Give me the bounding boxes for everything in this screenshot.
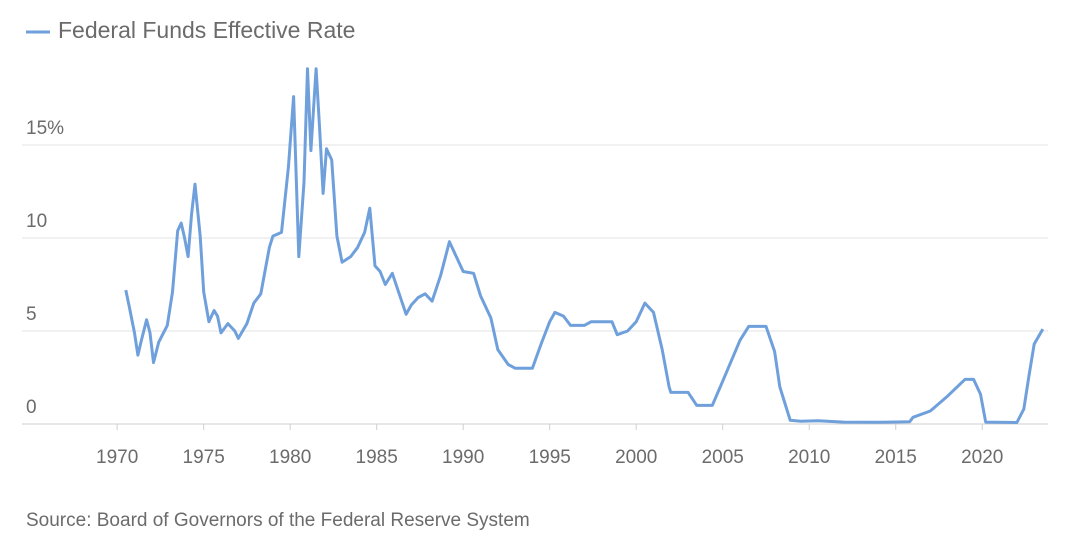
x-tick-label: 2020 [961,447,1003,468]
x-tick-label: 2010 [788,447,830,468]
x-tick-label: 1970 [96,447,138,468]
y-tick-label: 10 [26,211,47,232]
source-note: Source: Board of Governors of the Federa… [26,510,530,531]
x-tick-label: 1980 [269,447,311,468]
legend-label: Federal Funds Effective Rate [58,17,355,43]
y-tick-label: 0 [26,397,37,418]
x-tick-label: 2005 [702,447,744,468]
x-tick-label: 2000 [615,447,657,468]
x-tick-label: 2015 [875,447,917,468]
x-tick-label: 1990 [442,447,484,468]
x-tick-label: 1985 [356,447,398,468]
y-tick-label: 5 [26,304,37,325]
x-tick-label: 1975 [183,447,225,468]
x-tick-label: 1995 [529,447,571,468]
data-line [124,67,1045,424]
y-tick-label: 15% [26,118,64,139]
